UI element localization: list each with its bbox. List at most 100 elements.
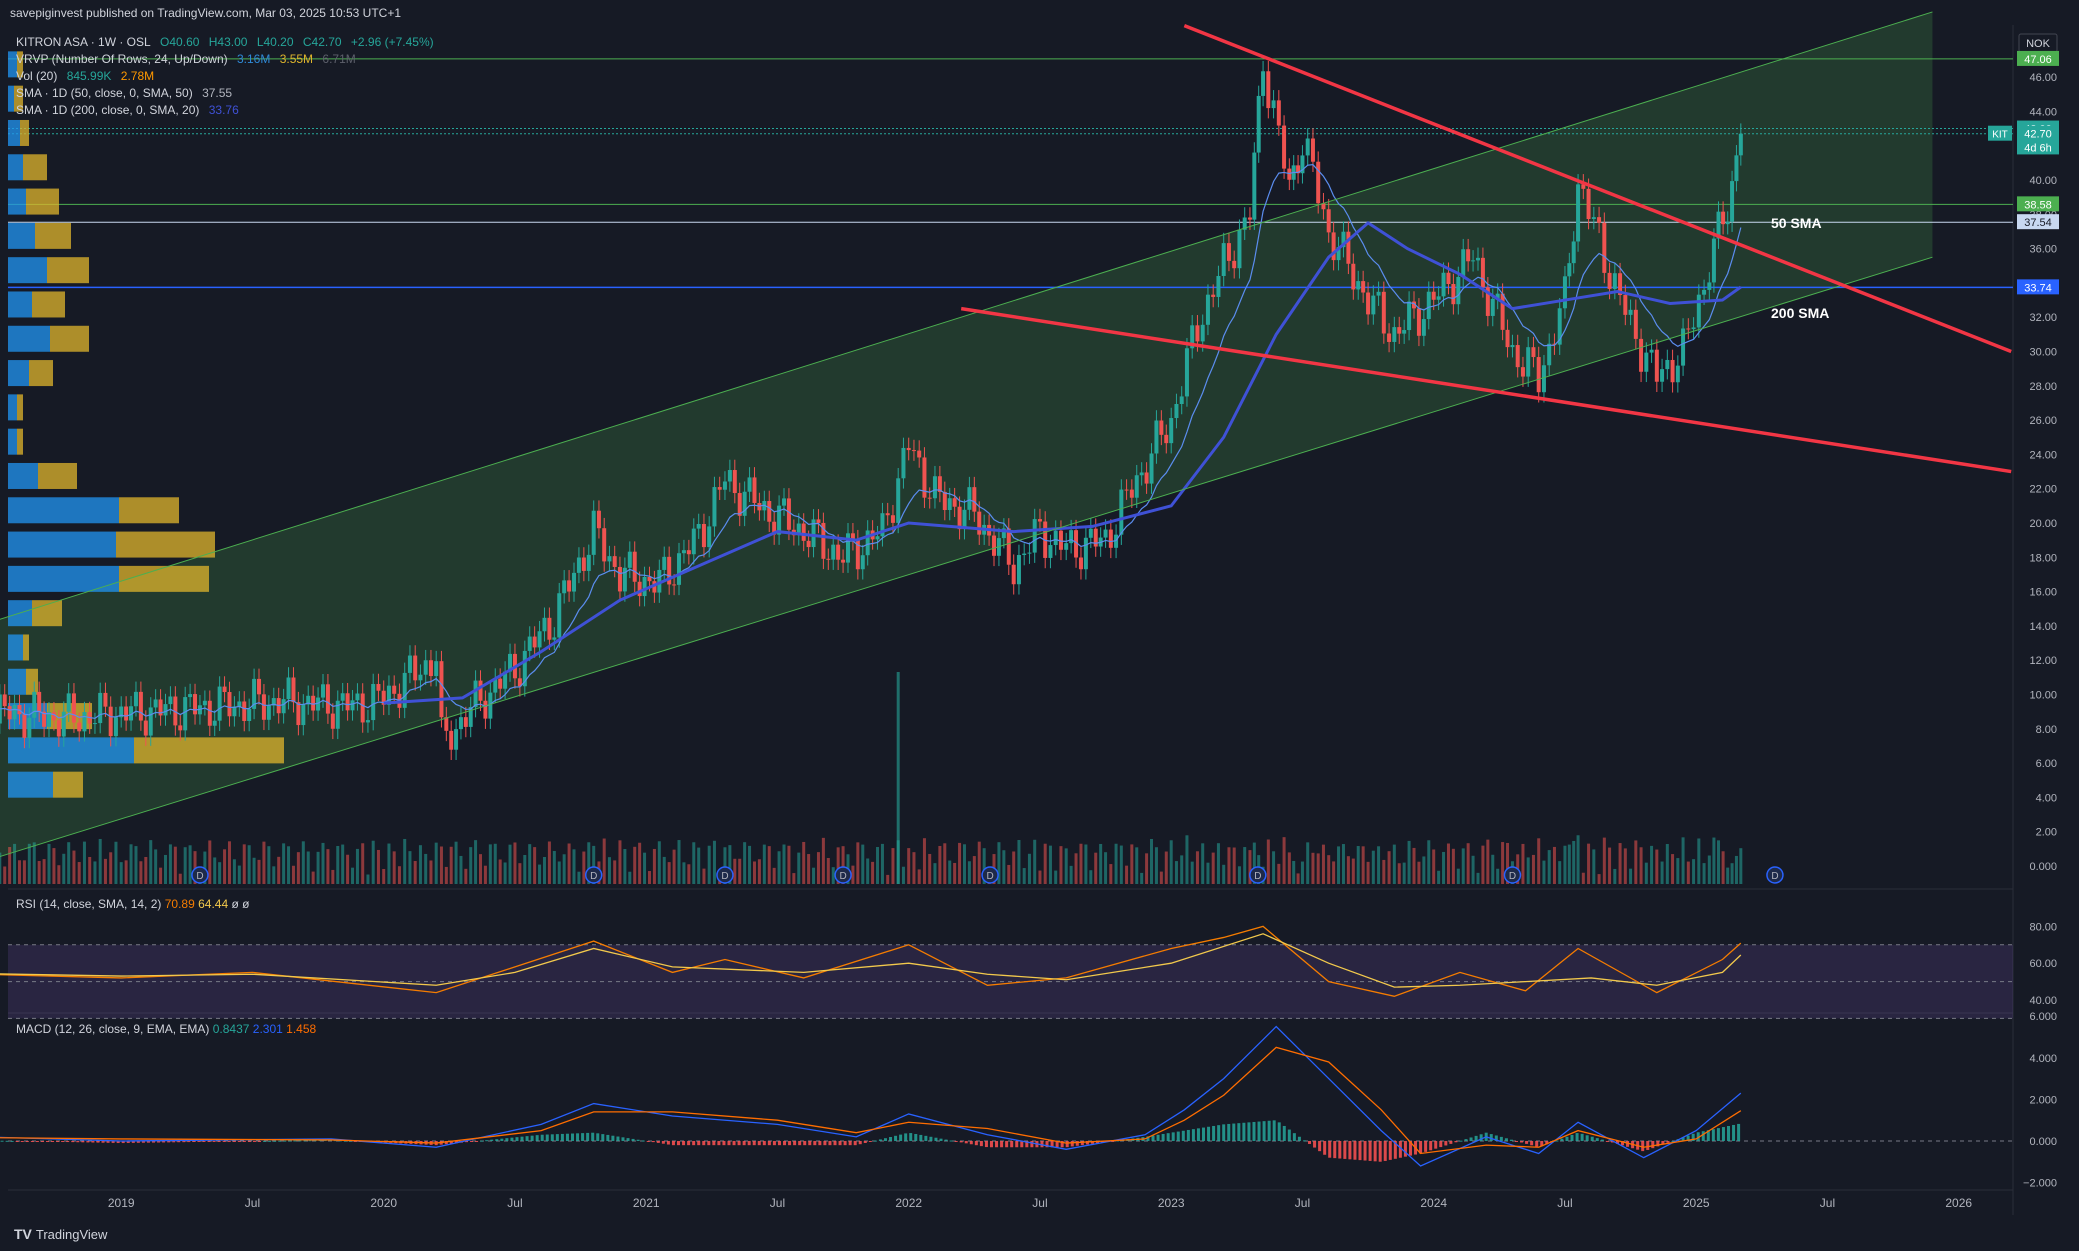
volume-bar [1248,850,1252,884]
volume-bar [1623,848,1627,884]
volume-bar [193,851,197,884]
price-candle [434,661,439,677]
volume-legend[interactable]: Vol (20) 845.99K 2.78M [16,69,160,83]
price-candle [1149,453,1154,484]
price-candle [1571,241,1576,264]
macd-histogram-bar [1292,1133,1296,1141]
volume-profile-down-bar [14,85,23,112]
price-candle [1591,217,1596,220]
price-candle [1644,352,1649,372]
macd-histogram-bar [1575,1133,1579,1141]
volume-bar [488,844,492,884]
macd-histogram-bar [1600,1139,1604,1141]
price-candle [527,636,532,651]
macd-histogram-bar [1439,1141,1443,1148]
macd-histogram-bar [258,1141,262,1142]
macd-histogram-bar [1333,1141,1337,1159]
time-axis-label: 2020 [370,1196,397,1210]
macd-histogram-bar [813,1141,817,1146]
price-candle [782,498,787,506]
macd-histogram-bar [1005,1141,1009,1148]
macd-histogram-bar [187,1141,191,1143]
support-trendline [960,306,2012,474]
price-candle [311,695,316,711]
macd-histogram-bar [677,1141,681,1146]
volume-bar [1277,863,1281,884]
volume-bar [326,849,330,884]
price-candle [947,498,952,510]
macd-histogram-bar [1514,1141,1518,1142]
volume-bar [707,845,711,884]
price-candle [335,700,340,729]
dividend-marker: D [1766,866,1784,884]
dividend-marker-label: D [986,871,993,882]
sma200-legend[interactable]: SMA · 1D (200, close, 0, SMA, 20) 33.76 [16,103,245,117]
macd-histogram-bar [495,1139,499,1141]
volume-bar [1692,859,1696,884]
macd-histogram-bar [995,1141,999,1148]
vrvp-legend[interactable]: VRVP (Number Of Rows, 24, Up/Down) 3.16M… [16,52,362,66]
price-candle [1300,155,1305,174]
macd-histogram-bar [1080,1141,1084,1146]
macd-histogram-bar [974,1141,978,1146]
volume-bar [483,865,487,884]
price-candle [1456,276,1461,305]
macd-histogram-bar [1388,1141,1392,1160]
macd-signal-value: 1.458 [286,1022,317,1036]
volume-bar [1491,854,1495,884]
tradingview-logo-icon: TV [14,1226,32,1242]
price-candle [1190,325,1195,349]
volume-bar [1521,843,1525,884]
macd-histogram-bar [76,1141,80,1143]
sma50-legend[interactable]: SMA · 1D (50, close, 0, SMA, 50) 37.55 [16,86,238,100]
macd-histogram-bar [570,1133,574,1141]
price-candle [1725,221,1730,225]
macd-histogram-bar [1302,1140,1306,1142]
macd-histogram-bar [732,1141,736,1146]
rsi-legend[interactable]: RSI (14, close, SMA, 14, 2) 70.89 64.44 … [16,897,249,911]
volume-profile-down-bar [26,188,59,215]
price-candle [927,497,932,499]
volume-bar [1272,851,1276,884]
macd-histogram-bar [464,1141,468,1143]
volume-profile-down-bar [53,771,83,798]
price-candle [1341,231,1346,248]
macd-histogram-bar [555,1134,559,1141]
macd-histogram-bar [1308,1141,1312,1144]
macd-histogram-bar [343,1140,347,1142]
price-candle [855,540,860,570]
volume-bar [1351,858,1355,884]
volume-bar [1717,840,1721,884]
volume-profile-up-bar [8,771,53,798]
symbol-name[interactable]: KITRON ASA · 1W · OSL [16,35,151,49]
price-candle [1495,293,1500,299]
channel-lower-line [0,256,1933,858]
volume-bar [336,845,340,884]
volume-bar [1397,863,1401,884]
macd-histogram-bar [530,1135,534,1141]
macd-legend[interactable]: MACD (12, 26, close, 9, EMA, EMA) 0.8437… [16,1022,316,1036]
price-candle [727,470,732,482]
volume-bar [1407,840,1411,884]
volume-bar [866,858,870,884]
volume-bar [1466,843,1470,884]
macd-histogram-bar [838,1141,842,1146]
tradingview-brand[interactable]: TV TradingView [14,1226,107,1242]
volume-profile-up-bar [8,188,26,215]
volume-profile-up-bar [8,497,119,524]
price-candle [108,706,113,737]
volume-bar [257,859,261,884]
macd-histogram-bar [515,1137,519,1141]
volume-profile-up-bar [8,737,134,764]
macd-histogram-bar [747,1141,751,1146]
price-candle [1520,367,1525,377]
macd-histogram-bar [192,1141,196,1142]
rsi-tick-label: 60.00 [2029,958,2057,970]
volume-profile-down-bar [26,668,38,695]
price-candle [712,487,717,527]
volume-bar [1059,846,1063,884]
price-tick-label: 46.00 [2029,72,2057,84]
volume-profile-up-bar [8,119,20,146]
